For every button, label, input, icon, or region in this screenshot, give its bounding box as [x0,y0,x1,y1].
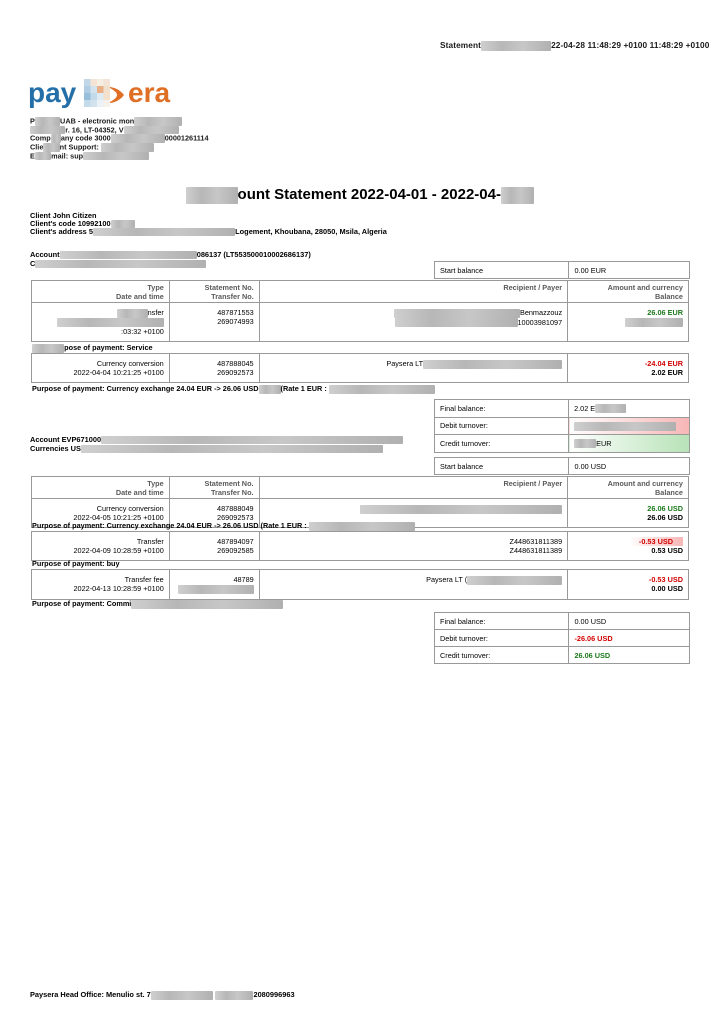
svg-text:pay: pay [28,78,77,108]
svg-text:era: era [128,78,170,108]
